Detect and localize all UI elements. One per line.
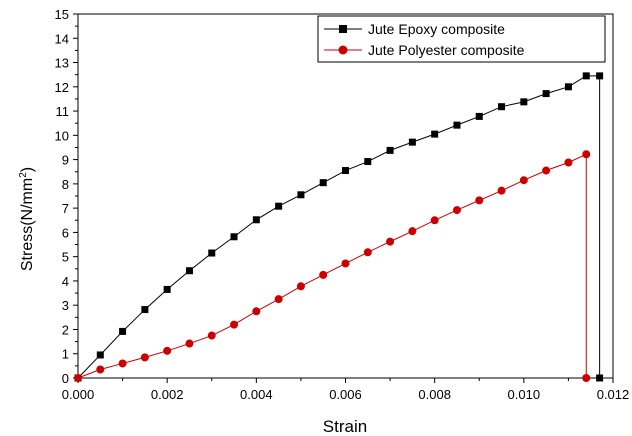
- axes: 0.000 0.002 0.004 0.006 0.008 0.010 0.01201234…: [55, 7, 630, 402]
- x-tick-label: 0.010: [508, 387, 541, 402]
- data-point: [296, 282, 305, 291]
- y-axis-label-main: Stress(N/mm: [19, 178, 36, 271]
- x-tick-label: 0.002: [151, 387, 184, 402]
- data-point: [342, 167, 349, 175]
- data-point: [141, 306, 149, 314]
- x-tick-label: 0.008: [418, 387, 451, 402]
- data-point: [498, 103, 506, 111]
- data-point: [364, 158, 372, 166]
- x-tick-label: 0.000: [62, 387, 95, 402]
- legend-marker: [338, 45, 348, 55]
- data-point: [163, 285, 171, 293]
- data-point: [185, 339, 194, 348]
- series-line: [77, 75, 601, 379]
- data-point: [185, 267, 193, 275]
- data-point: [207, 331, 216, 340]
- legend-label: Jute Polyester composite: [368, 42, 525, 58]
- y-tick-label: 13: [55, 56, 69, 71]
- y-tick-label: 4: [62, 274, 69, 289]
- data-point: [542, 90, 550, 98]
- data-point: [596, 72, 604, 80]
- data-point: [118, 359, 127, 368]
- data-point: [408, 138, 416, 146]
- x-tick-label: 0.004: [240, 387, 273, 402]
- data-point: [452, 206, 461, 215]
- data-point: [319, 270, 328, 279]
- data-point: [74, 374, 82, 382]
- data-point: [582, 374, 591, 382]
- data-point: [341, 259, 350, 268]
- legend-item: Jute Epoxy composite: [324, 21, 505, 37]
- data-point: [386, 146, 394, 154]
- y-tick-label: 0: [62, 371, 69, 386]
- data-point: [208, 249, 216, 257]
- data-point: [252, 307, 261, 316]
- legend: Jute Epoxy composite Jute Polyester compo…: [317, 15, 606, 63]
- data-point: [119, 327, 127, 335]
- data-point: [96, 365, 105, 374]
- series-layer: [74, 72, 604, 382]
- data-point: [564, 83, 572, 91]
- data-point: [252, 216, 260, 224]
- data-point: [319, 179, 327, 187]
- x-axis-label: Strain: [323, 417, 367, 436]
- y-tick-label: 9: [62, 153, 69, 168]
- x-tick-label: 0.006: [329, 387, 362, 402]
- data-point: [453, 121, 461, 129]
- data-point: [363, 248, 372, 257]
- data-point: [408, 227, 417, 236]
- data-point: [520, 98, 528, 106]
- data-point: [275, 202, 283, 210]
- legend-item: Jute Polyester composite: [324, 42, 525, 58]
- x-tick-label: 0.012: [597, 387, 630, 402]
- data-point: [475, 112, 483, 120]
- y-tick-label: 3: [62, 298, 69, 313]
- data-point: [230, 320, 239, 329]
- series-line: [77, 153, 587, 379]
- y-tick-label: 8: [62, 177, 69, 192]
- data-point: [582, 150, 591, 159]
- data-point: [274, 295, 283, 304]
- legend-label: Jute Epoxy composite: [368, 21, 505, 37]
- y-tick-label: 12: [55, 80, 69, 95]
- y-tick-label: 6: [62, 225, 69, 240]
- plot-frame: [77, 13, 614, 379]
- data-point: [140, 353, 149, 362]
- data-point: [542, 166, 551, 175]
- y-tick-label: 1: [62, 347, 69, 362]
- data-point: [430, 216, 439, 225]
- y-tick-label: 2: [62, 322, 69, 337]
- y-axis-label: Stress(N/mm2): [18, 167, 36, 271]
- data-point: [497, 186, 506, 195]
- data-point: [163, 346, 172, 355]
- y-tick-label: 10: [55, 128, 69, 143]
- data-point: [596, 374, 604, 382]
- data-point: [386, 237, 395, 246]
- data-point: [96, 351, 104, 359]
- y-tick-label: 11: [56, 104, 70, 119]
- data-point: [519, 176, 528, 185]
- y-tick-label: 5: [62, 250, 69, 265]
- data-point: [582, 72, 590, 80]
- data-point: [564, 158, 573, 167]
- legend-box: [317, 15, 606, 63]
- y-tick-label: 15: [55, 7, 69, 22]
- series-jute-polyester: [74, 150, 591, 382]
- y-tick-label: 14: [55, 31, 69, 46]
- y-axis-label-superscript: 2: [18, 172, 29, 178]
- data-point: [230, 233, 238, 241]
- legend-marker: [339, 25, 347, 33]
- y-axis-label-close: ): [19, 167, 36, 172]
- data-point: [297, 191, 305, 199]
- series-jute-epoxy: [74, 72, 604, 382]
- data-point: [431, 130, 439, 138]
- data-point: [475, 196, 484, 205]
- y-tick-label: 7: [62, 201, 69, 216]
